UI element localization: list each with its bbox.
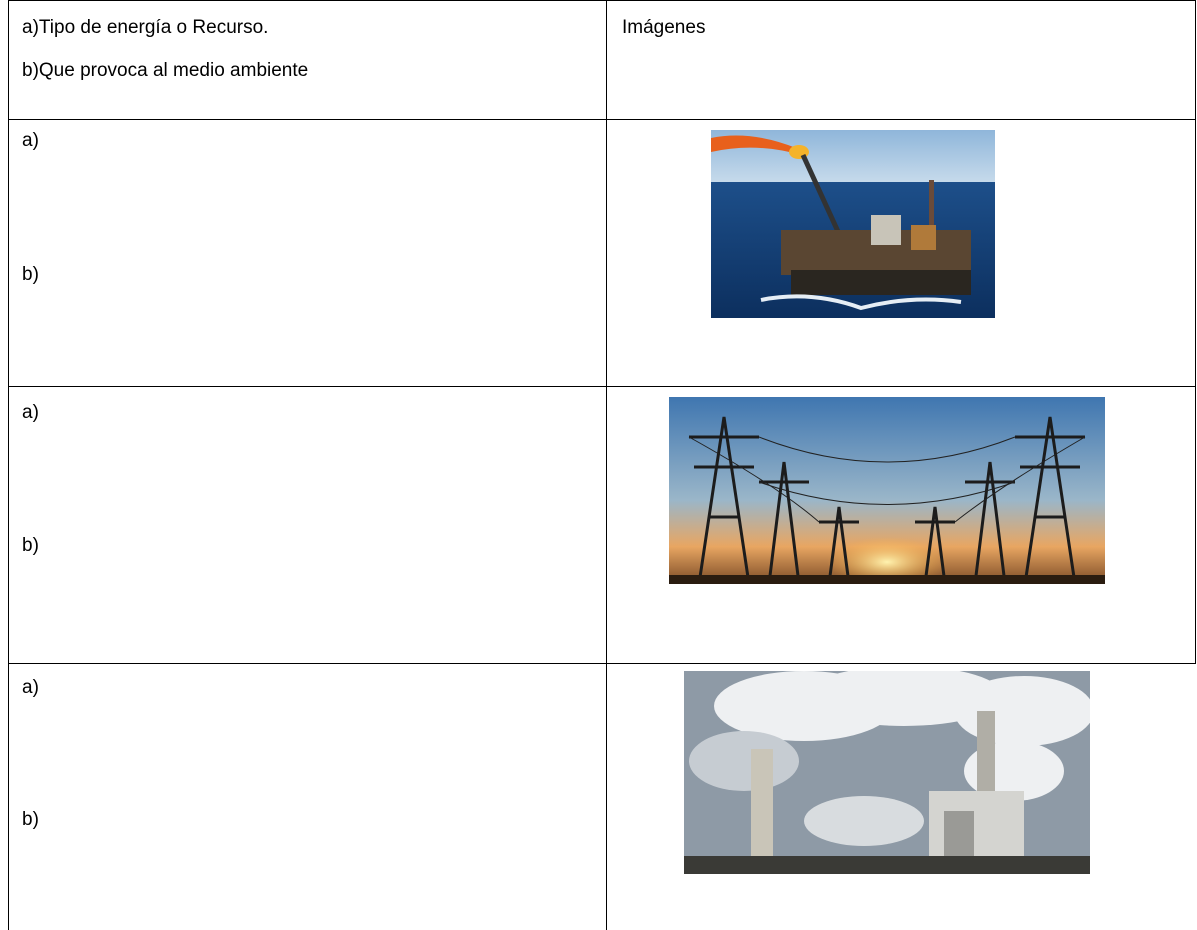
header-text: b)Que provoca al medio ambiente <box>22 60 308 82</box>
table-border <box>8 0 9 930</box>
header-text: a)Tipo de energía o Recurso. <box>22 17 268 39</box>
header-text: Imágenes <box>622 17 705 39</box>
power-lines-image <box>669 397 1105 584</box>
table-border <box>8 0 1196 1</box>
cell-text: a) <box>22 677 39 699</box>
table-border <box>1195 0 1196 663</box>
table-border <box>8 119 1196 120</box>
cell-text: b) <box>22 809 39 831</box>
cell-text: a) <box>22 402 39 424</box>
table-border <box>8 663 1196 664</box>
cell-text: b) <box>22 535 39 557</box>
cell-text: b) <box>22 264 39 286</box>
table-border <box>8 386 1196 387</box>
cell-text: a) <box>22 130 39 152</box>
oil-platform-image <box>711 130 995 318</box>
factory-smoke-image <box>684 671 1090 874</box>
document: a)Tipo de energía o Recurso. b)Que provo… <box>0 0 1197 930</box>
table-border <box>606 0 607 930</box>
